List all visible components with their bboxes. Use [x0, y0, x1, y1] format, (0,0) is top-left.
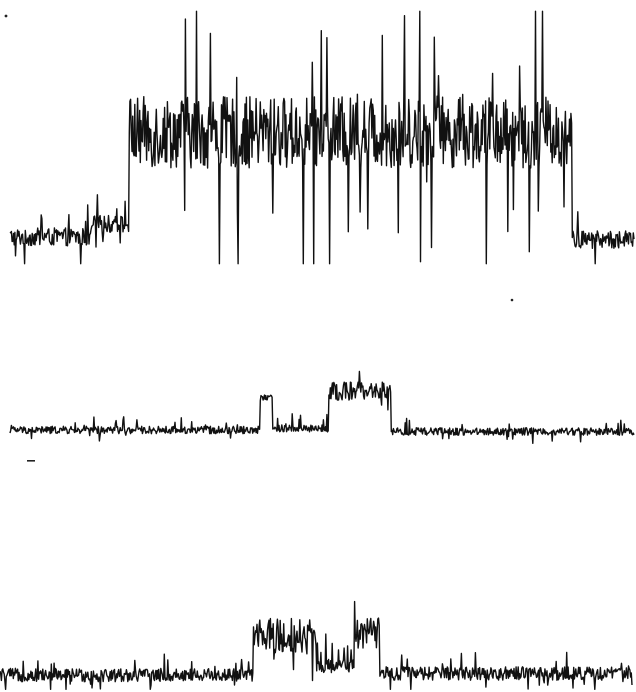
- scan-speck: [27, 460, 35, 462]
- trace-line-3: [0, 600, 633, 690]
- scan-speck: [4, 14, 8, 18]
- trace-line-2: [9, 370, 635, 444]
- scan-speck: [510, 298, 514, 302]
- trace-panel-3: [0, 600, 633, 690]
- trace-panel-2: [9, 370, 635, 444]
- trace-panel-1: [9, 10, 635, 265]
- trace-line-1: [9, 10, 635, 265]
